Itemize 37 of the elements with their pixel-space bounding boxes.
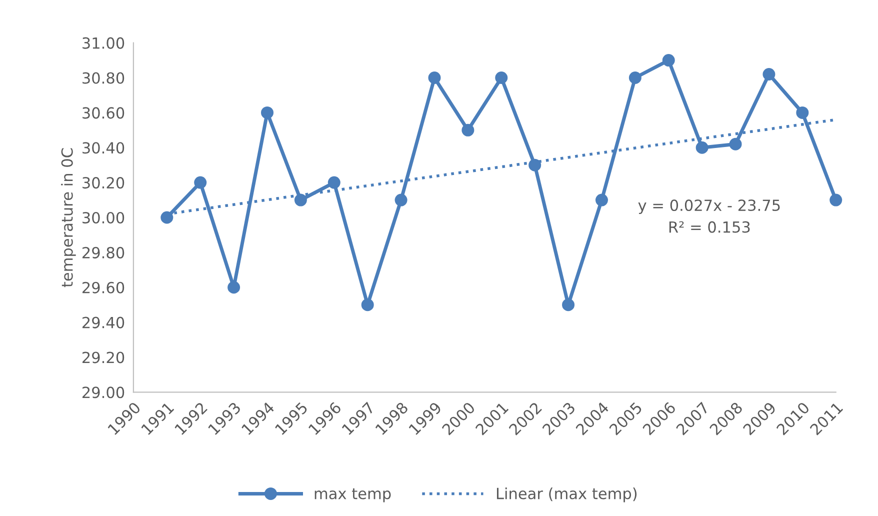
point <box>762 68 776 81</box>
point <box>595 194 608 206</box>
point <box>729 138 742 150</box>
point <box>562 298 575 312</box>
y-tick-label: 30.80 <box>82 72 124 84</box>
y-axis-title: temperature in 0C <box>61 148 76 288</box>
point <box>160 211 174 224</box>
y-tick-label: 29.60 <box>82 282 124 294</box>
annotation: R² = 0.153 <box>669 221 750 233</box>
annotation: y = 0.027x - 23.75 <box>638 199 780 214</box>
legend-label: Linear (max temp) <box>496 487 637 502</box>
point <box>528 158 542 172</box>
point <box>328 176 340 189</box>
point <box>495 72 508 84</box>
point <box>394 194 408 206</box>
y-tick-label: 30.40 <box>82 142 124 154</box>
point <box>428 72 441 84</box>
point <box>696 141 708 154</box>
point <box>830 194 842 206</box>
point <box>228 281 240 294</box>
point <box>194 176 207 189</box>
point <box>294 194 307 206</box>
legend-label: max temp <box>314 488 391 502</box>
y-tick-label: 30.00 <box>82 212 124 224</box>
point <box>628 72 642 84</box>
y-tick-label: 31.00 <box>82 37 124 49</box>
y-tick-label: 30.60 <box>82 107 124 119</box>
y-tick-label: 29.40 <box>82 316 124 328</box>
y-tick-label: 29.00 <box>82 386 124 398</box>
point <box>796 106 809 119</box>
point <box>361 298 374 312</box>
point <box>662 54 675 67</box>
point <box>260 106 274 119</box>
point <box>462 124 474 136</box>
y-tick-label: 30.20 <box>82 177 124 189</box>
y-tick-label: 29.20 <box>82 352 124 364</box>
y-tick-label: 29.80 <box>82 246 124 258</box>
